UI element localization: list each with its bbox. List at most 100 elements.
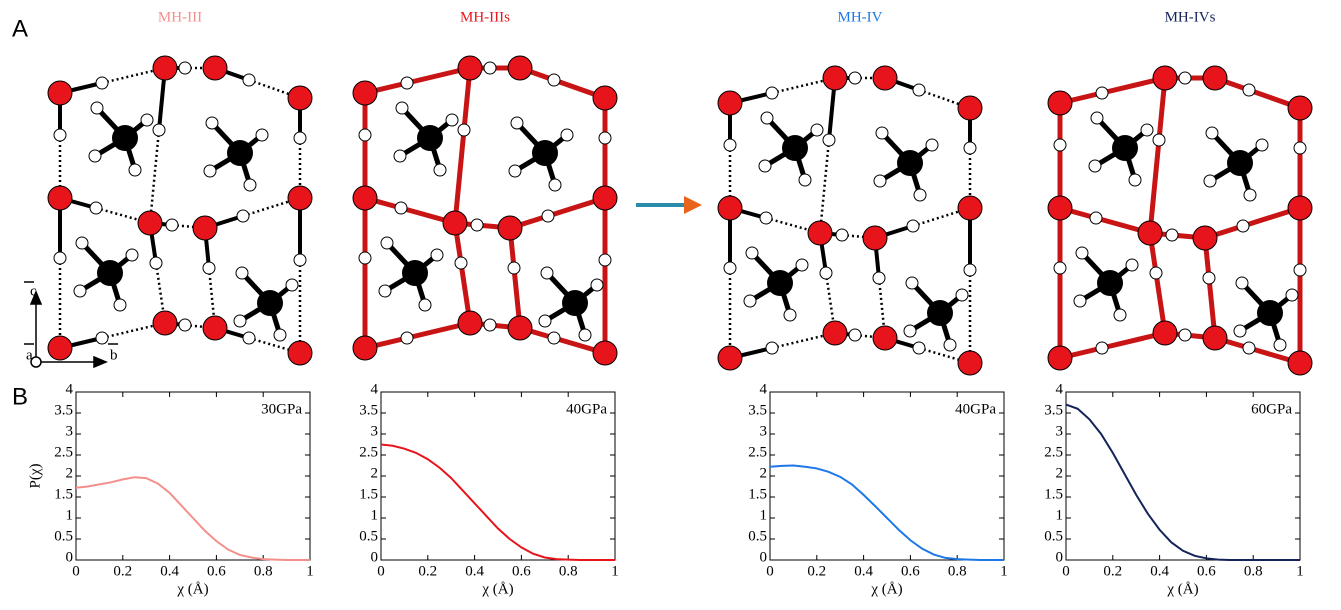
hydrogen	[150, 257, 162, 269]
hydrogen	[1179, 329, 1191, 341]
hydrogen	[96, 77, 108, 89]
oxygen	[1048, 91, 1072, 115]
hydrogen	[54, 252, 66, 264]
x-tick-label: 0.4	[1150, 563, 1169, 579]
hydrogen	[724, 262, 736, 274]
oxygen	[48, 336, 72, 360]
oxygen	[1048, 346, 1072, 370]
hydrogen	[724, 139, 736, 151]
carbon	[227, 140, 253, 166]
hbond	[1150, 140, 1159, 233]
oxygen	[498, 216, 522, 240]
hbond	[150, 130, 159, 223]
hydrogen	[401, 332, 413, 344]
oxygen	[958, 96, 982, 120]
x-tick-label: 0.6	[1197, 563, 1216, 579]
y-tick-label: 4	[760, 381, 768, 397]
hydrogen	[508, 262, 520, 274]
hydrogen	[96, 332, 108, 344]
y-tick-label: 2	[371, 465, 379, 481]
hydrogen	[1203, 272, 1215, 284]
carbon	[927, 300, 953, 326]
y-tick-label: 3	[1056, 423, 1064, 439]
x-tick-label: 1	[1000, 563, 1008, 579]
structure-label: MH-IVs	[1165, 9, 1216, 25]
hydrogen	[74, 285, 86, 297]
hydrogen	[1166, 229, 1178, 241]
chart: 00.511.522.533.5400.20.40.60.8140GPaχ (Å…	[748, 381, 1008, 597]
oxygen	[458, 311, 482, 335]
chart: 00.511.522.533.5400.20.40.60.8130GPaχ (Å…	[27, 381, 313, 597]
y-tick-label: 1	[760, 507, 768, 523]
hydrogen	[1236, 277, 1248, 289]
hydrogen	[873, 272, 885, 284]
hydrogen	[766, 87, 778, 99]
hydrogen	[1243, 342, 1255, 354]
y-tick-label: 3	[760, 423, 768, 439]
panel-label: A	[12, 15, 28, 42]
structure	[718, 66, 982, 375]
hydrogen	[206, 117, 218, 129]
carbon	[782, 135, 808, 161]
carbon	[402, 260, 428, 286]
panel-label: B	[12, 383, 28, 410]
hydrogen	[548, 332, 560, 344]
hydrogen	[379, 285, 391, 297]
hydrogen	[114, 299, 126, 311]
x-tick-label: 0.2	[113, 563, 132, 579]
hydrogen	[431, 249, 443, 261]
structure-label: MH-IIIs	[460, 9, 510, 25]
hydrogen	[906, 277, 918, 289]
hydrogen	[76, 237, 88, 249]
oxygen	[593, 86, 617, 110]
hydrogen	[904, 325, 916, 337]
oxygen	[48, 186, 72, 210]
hydrogen	[836, 229, 848, 241]
y-tick-label: 0.5	[54, 528, 73, 544]
x-axis-label: χ (Å)	[481, 581, 513, 597]
y-tick-label: 4	[66, 381, 74, 397]
oxygen	[288, 186, 312, 210]
hydrogen	[204, 165, 216, 177]
hydrogen	[799, 174, 811, 186]
hydrogen	[766, 342, 778, 354]
oxygen	[1288, 351, 1312, 375]
hydrogen	[511, 117, 523, 129]
hydrogen	[1243, 84, 1255, 96]
x-axis-label: χ (Å)	[176, 581, 208, 597]
hydrogen	[471, 219, 483, 231]
oxygen	[958, 196, 982, 220]
x-tick-label: 1	[611, 563, 619, 579]
hydrogen	[849, 329, 861, 341]
hydrogen	[434, 164, 446, 176]
hydrogen	[484, 319, 496, 331]
oxygen	[443, 211, 467, 235]
hydrogen	[126, 249, 138, 261]
oxygen	[958, 351, 982, 375]
hydrogen	[561, 129, 573, 141]
hydrogen	[1126, 259, 1138, 271]
hydrogen	[811, 124, 823, 136]
y-tick-label: 3.5	[54, 402, 73, 418]
oxygen	[1048, 196, 1072, 220]
hydrogen	[1237, 220, 1249, 232]
hydrogen	[1054, 262, 1066, 274]
hydrogen	[579, 329, 591, 341]
hydrogen	[1256, 139, 1268, 151]
hydrogen	[396, 102, 408, 114]
hydrogen	[1091, 112, 1103, 124]
x-tick-label: 0.4	[854, 563, 873, 579]
x-tick-label: 0.2	[418, 563, 437, 579]
hydrogen	[1234, 325, 1246, 337]
hydrogen	[907, 220, 919, 232]
structure-label: MH-III	[158, 9, 202, 25]
hydrogen	[1286, 289, 1298, 301]
y-tick-label: 1.5	[1044, 486, 1063, 502]
y-tick-label: 0.5	[1044, 528, 1063, 544]
hydrogen	[89, 150, 101, 162]
hbond	[455, 130, 464, 223]
hydrogen	[244, 179, 256, 191]
hydrogen	[913, 84, 925, 96]
